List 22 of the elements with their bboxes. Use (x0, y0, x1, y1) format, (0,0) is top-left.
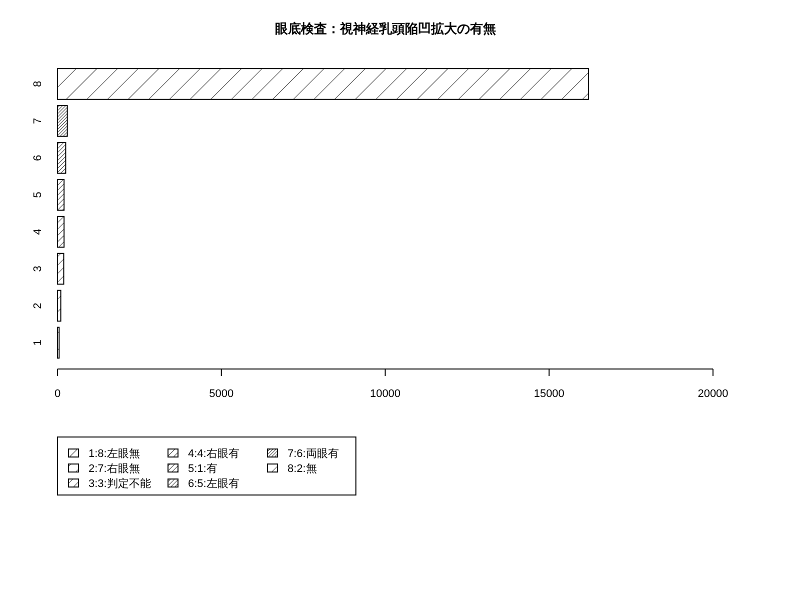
x-tick-label: 5000 (209, 388, 234, 400)
legend-label: 5:1:有 (188, 463, 218, 475)
x-tick-label: 15000 (534, 388, 564, 400)
x-tick-label: 20000 (698, 388, 728, 400)
legend-label: 7:6:両眼有 (288, 448, 339, 460)
legend-label: 2:7:右眼無 (88, 463, 140, 475)
y-tick-label: 4 (32, 228, 44, 235)
y-tick-label: 3 (32, 266, 44, 272)
legend-label: 8:2:無 (288, 463, 317, 475)
legend-label: 4:4:右眼有 (188, 448, 240, 460)
legend-label: 3:3:判定不能 (88, 478, 151, 490)
legend-label: 6:5:左眼有 (188, 478, 240, 490)
x-tick-label: 0 (54, 388, 61, 400)
y-tick-label: 5 (32, 192, 44, 198)
y-tick-label: 6 (32, 154, 44, 161)
y-tick-label: 1 (32, 340, 44, 346)
title: 眼底検査：視神経乳頭陥凹拡大の有無 (274, 21, 496, 36)
x-tick-label: 10000 (370, 388, 401, 400)
y-tick-label: 2 (32, 302, 44, 309)
y-tick-label: 8 (32, 80, 44, 88)
y-tick-label: 7 (32, 118, 44, 124)
legend-label: 1:8:左眼無 (88, 448, 140, 460)
